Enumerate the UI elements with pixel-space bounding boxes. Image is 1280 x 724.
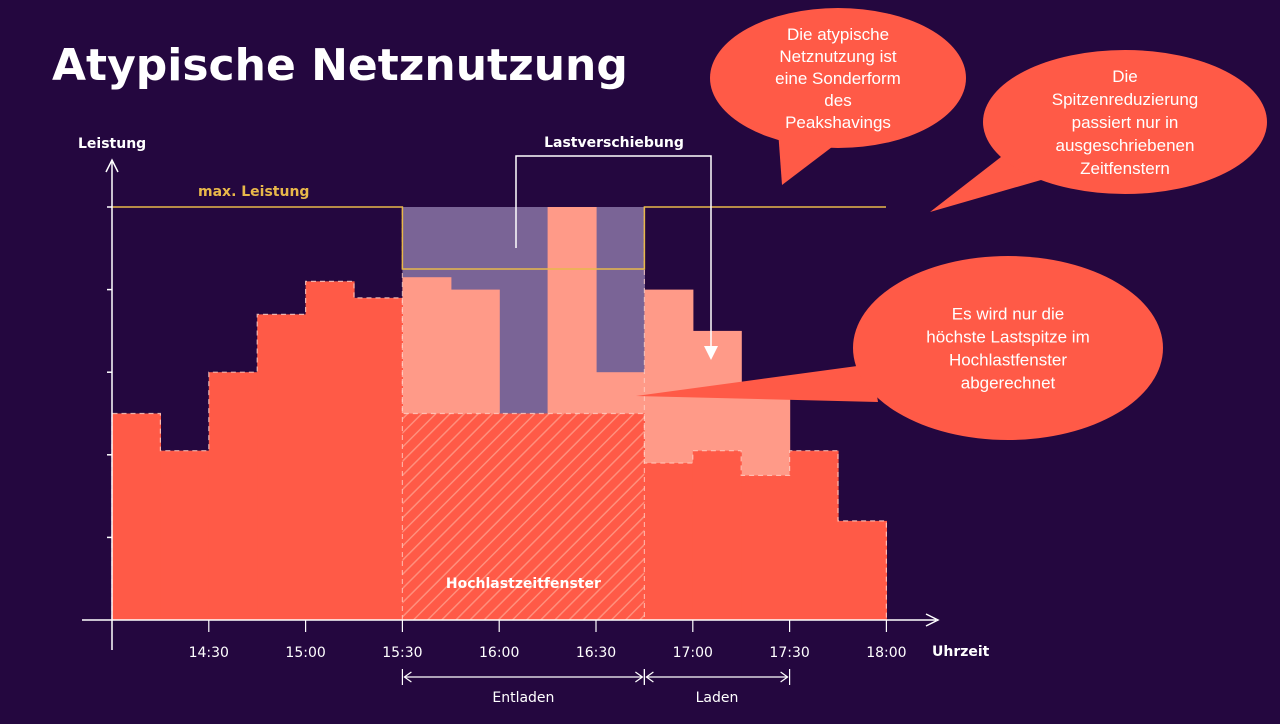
x-tick-label: 15:00 xyxy=(285,645,325,661)
load-bar xyxy=(306,281,355,620)
speech-bubble: Die atypische Netznutzung ist eine Sonderf… xyxy=(710,8,966,185)
speech-bubble-line: des xyxy=(824,91,851,110)
speech-bubble-line: abgerechnet xyxy=(961,374,1056,393)
speech-bubble-shape xyxy=(853,256,1163,440)
load-bar xyxy=(160,451,209,620)
speech-bubble-line: Die xyxy=(1112,67,1138,86)
speech-bubble-line: ausgeschriebenen xyxy=(1056,136,1195,155)
speech-bubble-line: Peakshavings xyxy=(785,113,891,132)
speech-bubble-line: höchste Lastspitze im xyxy=(926,328,1089,347)
load-bar xyxy=(257,314,306,620)
speech-bubble-line: Spitzenreduzierung xyxy=(1052,90,1198,109)
x-tick-label: 15:30 xyxy=(382,645,422,661)
load-bar xyxy=(838,521,887,620)
load-bar xyxy=(112,414,161,621)
speech-bubble-line: Es wird nur die xyxy=(952,305,1064,324)
slide-canvas: Atypische Netznutzung max. Leistung Leist… xyxy=(0,0,1280,720)
y-axis-label: Leistung xyxy=(78,136,146,152)
slide: Atypische Netznutzung max. Leistung Leist… xyxy=(0,0,1280,720)
speech-bubble-line: passiert nur in xyxy=(1072,113,1179,132)
speech-bubble-line: Hochlastfenster xyxy=(949,351,1067,370)
load-bar xyxy=(596,414,645,621)
entladen-range-label: Entladen xyxy=(492,690,554,706)
x-tick-label: 17:30 xyxy=(769,645,809,661)
speech-bubble-line: Zeitfenstern xyxy=(1080,159,1170,178)
x-tick-label: 16:30 xyxy=(576,645,616,661)
load-bar xyxy=(741,475,790,620)
x-axis-label: Uhrzeit xyxy=(932,644,990,660)
x-tick-label: 16:00 xyxy=(479,645,519,661)
speech-bubble: Die Spitzenreduzierung passiert nur in ausg… xyxy=(930,50,1267,212)
lastverschiebung-label: Lastverschiebung xyxy=(544,135,684,151)
load-bar xyxy=(402,414,451,621)
x-tick-label: 18:00 xyxy=(866,645,906,661)
page-title: Atypische Netznutzung xyxy=(52,40,628,91)
load-bar xyxy=(209,372,258,620)
laden-range-label: Laden xyxy=(696,690,739,706)
load-bar xyxy=(693,451,742,620)
chart: max. Leistung Leistung Uhrzeit 14:30 15:00 15… xyxy=(78,130,990,706)
hochlast-label: Hochlastzeitfenster xyxy=(446,576,601,592)
load-bar xyxy=(644,463,693,620)
load-bar xyxy=(354,298,403,620)
speech-bubble-line: eine Sonderform xyxy=(775,69,901,88)
x-tick-label: 14:30 xyxy=(189,645,229,661)
load-bar xyxy=(790,451,839,620)
x-tick-label: 17:00 xyxy=(673,645,713,661)
speech-bubble-line: Netznutzung ist xyxy=(779,47,896,66)
max-leistung-label: max. Leistung xyxy=(198,184,309,200)
speech-bubble-line: Die atypische xyxy=(787,25,889,44)
